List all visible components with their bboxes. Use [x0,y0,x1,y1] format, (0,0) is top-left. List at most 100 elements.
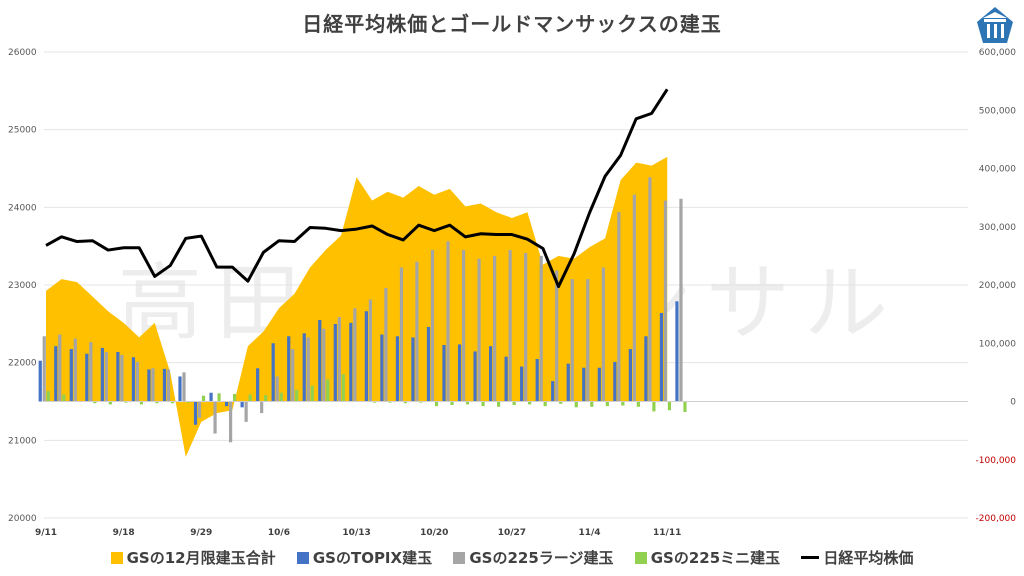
bar-225-mini [232,393,237,402]
bar-topix [473,351,477,402]
bar-topix [504,356,508,402]
y-right-tick-label: 600,000 [979,48,1016,58]
x-tick-label: 10/27 [498,528,526,538]
bar-225-large [399,267,404,402]
bar-topix [659,312,664,402]
bar-225-mini [310,385,314,402]
bar-225-large [648,177,652,402]
bar-225-large [275,376,279,402]
bar-topix [256,368,260,402]
bar-225-mini [186,401,190,403]
bar-225-mini [217,393,221,402]
bar-topix [54,346,58,402]
bar-225-large [58,334,62,402]
bar-topix [489,346,493,402]
x-tick-label: 10/20 [420,528,448,538]
y-axis-right: -200,000 -100,000 0 100,000 200,000 300,000 40… [976,48,1017,524]
bar-225-mini [170,401,175,404]
y-left-tick-label: 20000 [8,514,37,524]
legend-item-nikkei: 日経平均株価 [801,547,913,568]
bar-225-large [353,308,357,402]
bar-225-large [384,287,388,402]
y-right-tick-label: 200,000 [979,281,1016,291]
line-nikkei-average [45,88,669,289]
y-left-tick-label: 24000 [8,203,37,213]
bar-topix [395,336,400,402]
bar-225-mini [62,394,66,402]
bar-225-mini [341,374,345,402]
bar-225-mini [201,395,206,402]
logo-icon [977,7,1013,43]
bar-225-large [632,194,636,402]
bar-topix [38,360,42,402]
bar-225-large [135,361,140,402]
bar-225-mini [279,392,283,402]
bar-225-large [306,337,310,402]
bar-topix [520,366,524,402]
y-right-tick-label: 400,000 [979,165,1016,175]
x-tick-label: 11/4 [579,528,601,538]
bar-225-large [197,401,202,418]
y-right-tick-label: -200,000 [976,514,1017,524]
bar-225-large [228,401,233,443]
y-left-tick-label: 21000 [8,436,37,446]
bar-topix [628,349,632,402]
x-tick-label: 9/18 [113,528,135,538]
y-right-tick-label: 0 [1010,398,1016,408]
bar-225-large [322,328,326,402]
bar-topix [566,363,570,402]
bar-225-large [617,212,621,402]
bar-topix [178,376,182,402]
bar-topix [224,401,229,407]
bar-topix [426,326,431,402]
bar-225-large [461,250,466,402]
bar-topix [85,353,89,402]
bar-225-mini [559,401,563,404]
bar-225-large [182,372,186,402]
bar-225-large [104,351,108,402]
bar-topix [442,344,446,402]
bar-225-mini [264,395,268,402]
bar-225-mini [636,401,640,407]
bar-225-large [166,369,171,402]
bar-225-mini [295,389,299,402]
x-tick-label: 11/11 [653,528,681,538]
bar-225-large [337,317,341,402]
bar-topix [597,367,601,402]
bar-topix [333,324,337,402]
bar-225-mini [419,401,423,403]
x-tick-label: 10/6 [268,528,290,538]
y-left-tick-label: 26000 [8,48,37,58]
bar-225-large [586,279,590,402]
line-series [45,88,669,289]
bar-topix [131,357,136,402]
bar-225-mini [93,401,97,404]
bar-topix [364,311,368,402]
bar-225-large [42,336,46,402]
bar-225-large [446,241,450,402]
bar-225-large [679,198,683,402]
bar-topix [349,322,353,402]
bar-225-mini [574,401,578,408]
bar-225-large [477,258,481,402]
bar-topix [116,351,120,402]
bar-topix [209,392,213,402]
bar-225-mini [605,401,609,407]
bar-225-mini [46,391,50,402]
bar-225-mini [590,401,594,407]
bar-225-large [120,354,124,402]
bar-topix [69,349,73,402]
bar-225-mini [652,401,656,412]
bar-225-large [73,338,77,402]
x-tick-label: 9/11 [35,528,57,538]
bar-topix [147,369,151,402]
bar-225-large [539,255,543,402]
bar-225-mini [388,401,392,403]
bar-topix [551,381,555,402]
x-tick-label: 10/13 [342,528,370,538]
bar-topix [457,344,462,402]
bar-225-mini [465,401,470,405]
bar-225-mini [139,401,144,405]
bar-topix [240,401,244,408]
x-tick-label: 9/29 [190,528,212,538]
